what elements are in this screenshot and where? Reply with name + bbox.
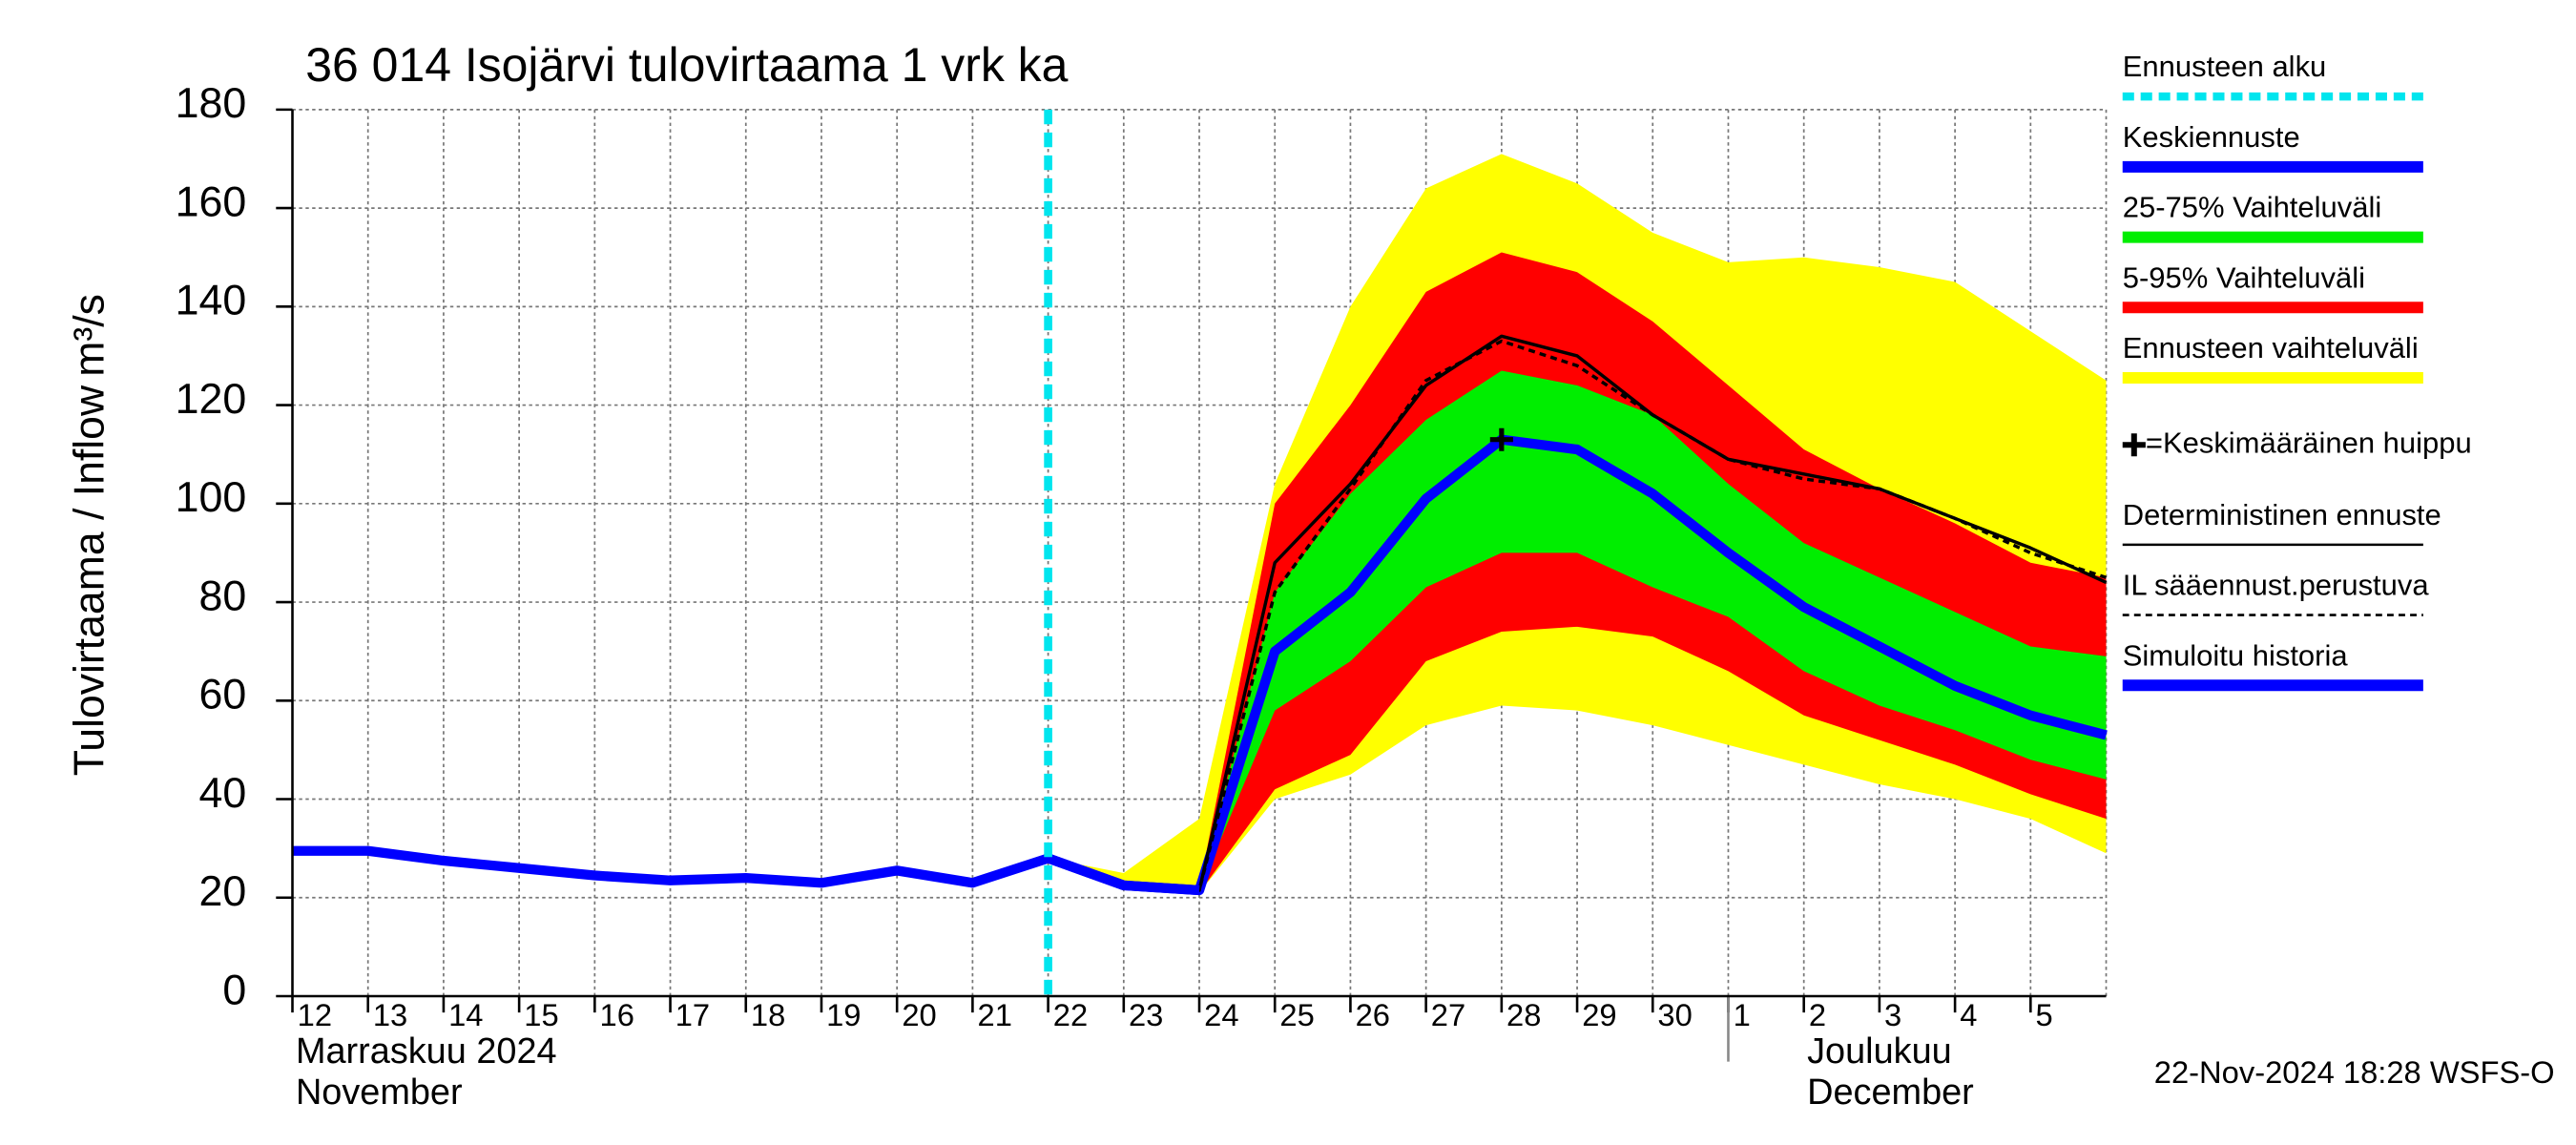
x-tick-label: 17	[675, 997, 710, 1032]
x-tick-label: 26	[1356, 997, 1390, 1032]
peak-marker	[1489, 427, 1513, 451]
y-tick-label: 160	[176, 179, 247, 226]
legend-label: Ennusteen vaihteluväli	[2123, 331, 2419, 364]
y-tick-label: 100	[176, 474, 247, 521]
x-tick-label: 19	[826, 997, 861, 1032]
x-tick-label: 2	[1809, 997, 1826, 1032]
x-tick-label: 15	[524, 997, 558, 1032]
legend-label: IL sääennust.perustuva	[2123, 569, 2430, 602]
y-tick-label: 20	[199, 868, 247, 915]
y-tick-label: 60	[199, 672, 247, 718]
month-label: December	[1807, 1072, 1974, 1113]
x-tick-label: 30	[1657, 997, 1692, 1032]
legend-symbol	[2122, 433, 2146, 457]
line	[1046, 434, 2108, 896]
legend-label: Simuloitu historia	[2123, 638, 2349, 672]
x-tick-label: 24	[1204, 997, 1238, 1032]
legend-label: 25-75% Vaihteluväli	[2123, 191, 2381, 224]
legend-label: Keskiennuste	[2123, 120, 2300, 154]
x-tick-label: 28	[1506, 997, 1541, 1032]
x-tick-label: 20	[902, 997, 936, 1032]
x-tick-label: 18	[751, 997, 785, 1032]
y-axis-unit: m³/s	[66, 294, 113, 377]
x-tick-label: 1	[1734, 997, 1751, 1032]
y-tick-label: 0	[222, 967, 246, 1013]
line	[1048, 339, 2108, 892]
x-tick-label: 13	[373, 997, 407, 1032]
month-label: November	[296, 1072, 463, 1113]
x-tick-label: 23	[1129, 997, 1163, 1032]
x-tick-label: 4	[1960, 997, 1977, 1032]
y-tick-label: 120	[176, 376, 247, 423]
legend-label: Deterministinen ennuste	[2123, 498, 2441, 531]
footer: 22-Nov-2024 18:28 WSFS-O	[2154, 1054, 2555, 1090]
y-tick-label: 140	[176, 278, 247, 324]
y-tick-label: 180	[176, 80, 247, 127]
legend-label: 5-95% Vaihteluväli	[2123, 260, 2365, 294]
x-tick-label: 21	[978, 997, 1012, 1032]
x-tick-label: 27	[1431, 997, 1465, 1032]
y-tick-label: 80	[199, 572, 247, 619]
band	[1048, 370, 2107, 891]
legend-label: Ennusteen alku	[2123, 50, 2327, 83]
legend-label: =Keskimääräinen huippu	[2146, 427, 2472, 460]
y-axis-label: Tulovirtaama / Inflow	[66, 385, 113, 776]
y-tick-label: 40	[199, 770, 247, 817]
x-tick-label: 29	[1582, 997, 1616, 1032]
band	[1048, 252, 2107, 893]
x-tick-label: 14	[448, 997, 483, 1032]
line	[292, 845, 1200, 896]
x-tick-label: 16	[600, 997, 634, 1032]
chart-title: 36 014 Isojärvi tulovirtaama 1 vrk ka	[305, 38, 1068, 92]
x-tick-label: 22	[1053, 997, 1088, 1032]
month-label: Joulukuu	[1807, 1031, 1952, 1072]
x-tick-label: 5	[2035, 997, 2052, 1032]
x-tick-label: 25	[1279, 997, 1314, 1032]
month-label: Marraskuu 2024	[296, 1031, 557, 1072]
x-tick-label: 12	[298, 997, 332, 1032]
x-tick-label: 3	[1884, 997, 1901, 1032]
